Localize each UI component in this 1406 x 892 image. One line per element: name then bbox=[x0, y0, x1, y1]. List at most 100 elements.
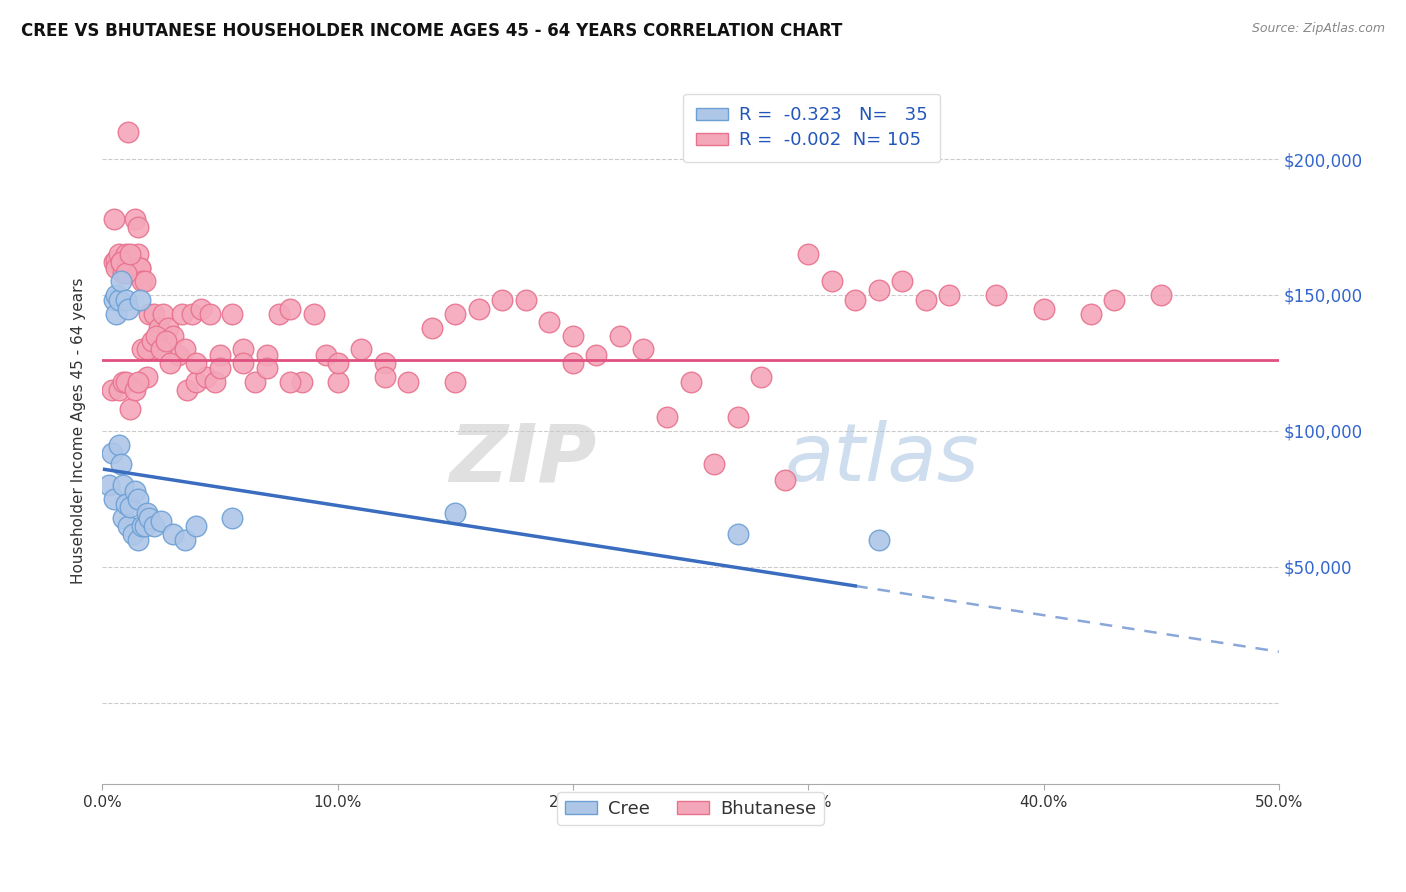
Point bbox=[135, 506, 157, 520]
Point bbox=[100, 445, 122, 459]
Point bbox=[194, 369, 217, 384]
Point bbox=[103, 211, 125, 226]
Point bbox=[110, 457, 132, 471]
Point bbox=[172, 307, 194, 321]
Point bbox=[110, 255, 132, 269]
Point bbox=[444, 307, 467, 321]
Point bbox=[868, 283, 890, 297]
Point bbox=[190, 301, 212, 316]
Point bbox=[986, 288, 1008, 302]
Legend: Cree, Bhutanese: Cree, Bhutanese bbox=[557, 792, 824, 825]
Point bbox=[280, 301, 302, 316]
Point bbox=[243, 375, 266, 389]
Point bbox=[176, 383, 198, 397]
Point bbox=[135, 343, 157, 357]
Point bbox=[374, 356, 396, 370]
Point bbox=[157, 320, 180, 334]
Point bbox=[112, 511, 135, 525]
Point bbox=[655, 410, 678, 425]
Point bbox=[128, 293, 150, 308]
Point bbox=[256, 348, 278, 362]
Point bbox=[110, 274, 132, 288]
Point bbox=[117, 301, 139, 316]
Point bbox=[141, 343, 163, 357]
Point bbox=[124, 383, 146, 397]
Point bbox=[938, 288, 960, 302]
Point bbox=[162, 328, 184, 343]
Point bbox=[1150, 288, 1173, 302]
Point bbox=[162, 527, 184, 541]
Point bbox=[117, 125, 139, 139]
Point bbox=[186, 356, 208, 370]
Point bbox=[915, 293, 938, 308]
Point bbox=[98, 478, 121, 492]
Point bbox=[114, 293, 136, 308]
Point bbox=[121, 527, 143, 541]
Point bbox=[134, 274, 156, 288]
Point bbox=[117, 255, 139, 269]
Point bbox=[135, 369, 157, 384]
Point bbox=[148, 320, 170, 334]
Point bbox=[208, 348, 231, 362]
Point bbox=[374, 369, 396, 384]
Point bbox=[208, 361, 231, 376]
Point bbox=[491, 293, 513, 308]
Point bbox=[444, 375, 467, 389]
Point bbox=[396, 375, 419, 389]
Point bbox=[232, 343, 254, 357]
Point bbox=[117, 519, 139, 533]
Point bbox=[797, 247, 820, 261]
Point bbox=[633, 343, 655, 357]
Point bbox=[127, 533, 149, 547]
Point bbox=[1102, 293, 1125, 308]
Point bbox=[200, 307, 222, 321]
Point bbox=[1032, 301, 1054, 316]
Point bbox=[120, 500, 142, 514]
Point bbox=[159, 356, 181, 370]
Point bbox=[155, 334, 177, 349]
Point bbox=[127, 375, 149, 389]
Point bbox=[844, 293, 866, 308]
Point bbox=[124, 483, 146, 498]
Point bbox=[221, 511, 243, 525]
Point bbox=[105, 260, 128, 275]
Point bbox=[256, 361, 278, 376]
Point bbox=[821, 274, 844, 288]
Point bbox=[121, 260, 143, 275]
Point bbox=[585, 348, 607, 362]
Point bbox=[143, 519, 166, 533]
Point bbox=[138, 511, 160, 525]
Point bbox=[112, 478, 135, 492]
Point bbox=[145, 328, 167, 343]
Point bbox=[703, 457, 725, 471]
Point bbox=[315, 348, 337, 362]
Point bbox=[141, 334, 163, 349]
Point bbox=[107, 293, 129, 308]
Point bbox=[166, 348, 188, 362]
Point bbox=[186, 375, 208, 389]
Point bbox=[105, 288, 128, 302]
Point bbox=[468, 301, 491, 316]
Point bbox=[107, 247, 129, 261]
Point bbox=[679, 375, 702, 389]
Point bbox=[103, 293, 125, 308]
Point bbox=[107, 437, 129, 451]
Point bbox=[350, 343, 373, 357]
Point bbox=[114, 375, 136, 389]
Point bbox=[749, 369, 772, 384]
Point bbox=[280, 375, 302, 389]
Point bbox=[302, 307, 325, 321]
Point bbox=[114, 266, 136, 280]
Point bbox=[131, 274, 153, 288]
Point bbox=[127, 219, 149, 234]
Point bbox=[538, 315, 561, 329]
Point bbox=[128, 260, 150, 275]
Point bbox=[326, 356, 349, 370]
Point bbox=[112, 266, 135, 280]
Point bbox=[561, 356, 583, 370]
Point bbox=[204, 375, 226, 389]
Point bbox=[420, 320, 443, 334]
Y-axis label: Householder Income Ages 45 - 64 years: Householder Income Ages 45 - 64 years bbox=[72, 277, 86, 584]
Point bbox=[120, 402, 142, 417]
Point bbox=[444, 506, 467, 520]
